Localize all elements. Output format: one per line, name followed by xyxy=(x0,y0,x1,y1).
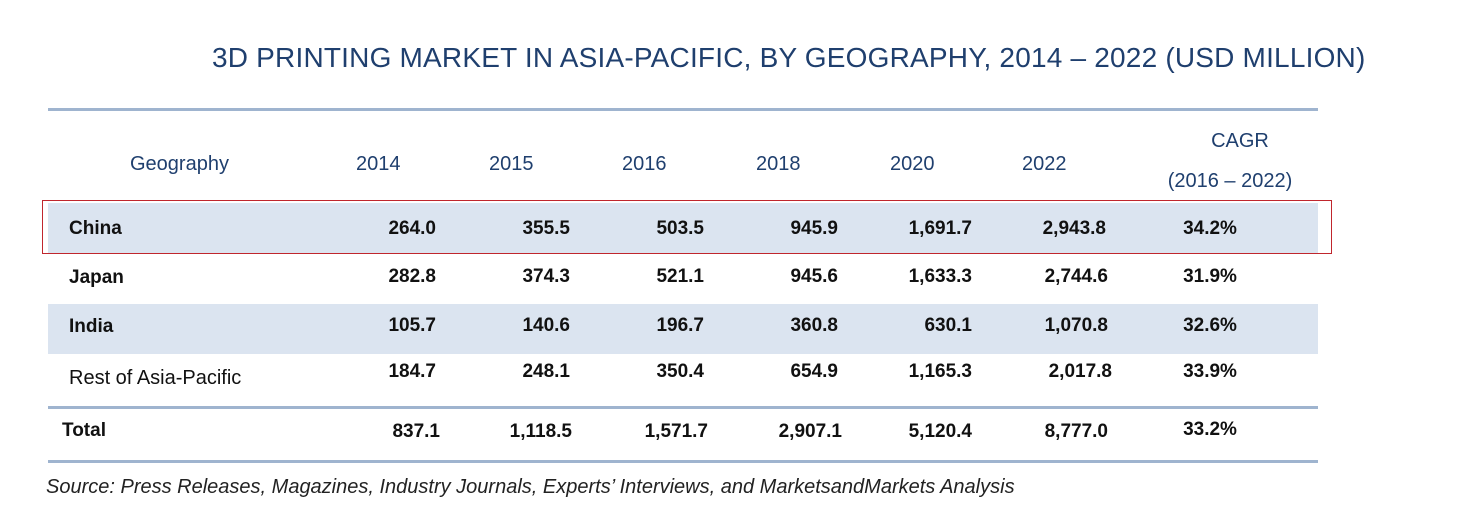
total-rule xyxy=(48,406,1318,409)
cell-india-2018: 360.8 xyxy=(790,315,838,336)
cell-rest-2014: 184.7 xyxy=(388,361,436,382)
cell-rest-2016: 350.4 xyxy=(656,361,704,382)
cell-japan-2014: 282.8 xyxy=(388,266,436,287)
cell-total-cagr: 33.2% xyxy=(1183,419,1237,440)
row-label-china: China xyxy=(69,218,122,239)
cell-india-2016: 196.7 xyxy=(656,315,704,336)
header-year-2016: 2016 xyxy=(622,153,667,175)
cell-total-2014: 837.1 xyxy=(392,421,440,442)
cell-china-cagr: 34.2% xyxy=(1183,218,1237,239)
table-title: 3D PRINTING MARKET IN ASIA-PACIFIC, BY G… xyxy=(212,42,1366,73)
china-highlight-box xyxy=(42,200,1332,254)
cell-total-2020: 5,120.4 xyxy=(908,421,972,442)
cell-china-2018: 945.9 xyxy=(790,218,838,239)
cell-rest-2022: 2,017.8 xyxy=(1048,361,1112,382)
cell-total-2018: 2,907.1 xyxy=(778,421,842,442)
cell-india-2015: 140.6 xyxy=(522,315,570,336)
header-year-2015: 2015 xyxy=(489,153,534,175)
cell-india-2014: 105.7 xyxy=(388,315,436,336)
cell-china-2015: 355.5 xyxy=(522,218,570,239)
cell-japan-2020: 1,633.3 xyxy=(908,266,972,287)
row-shade-india xyxy=(48,304,1318,354)
source-note: Source: Press Releases, Magazines, Indus… xyxy=(46,476,1015,498)
header-year-2018: 2018 xyxy=(756,153,801,175)
row-label-india: India xyxy=(69,316,114,337)
cell-china-2016: 503.5 xyxy=(656,218,704,239)
cell-china-2022: 2,943.8 xyxy=(1042,218,1106,239)
row-label-japan: Japan xyxy=(69,267,124,288)
cell-china-2014: 264.0 xyxy=(388,218,436,239)
cell-japan-2015: 374.3 xyxy=(522,266,570,287)
top-rule xyxy=(48,108,1318,111)
cell-total-2015: 1,118.5 xyxy=(509,421,572,442)
cell-japan-2022: 2,744.6 xyxy=(1044,266,1108,287)
cell-japan-2018: 945.6 xyxy=(790,266,838,287)
row-label-total: Total xyxy=(62,420,106,441)
row-label-rest-of-asia-pacific: Rest of Asia-Pacific xyxy=(69,367,242,389)
header-year-2022: 2022 xyxy=(1022,153,1067,175)
cell-india-2022: 1,070.8 xyxy=(1044,315,1108,336)
cell-rest-cagr: 33.9% xyxy=(1183,361,1237,382)
cell-total-2016: 1,571.7 xyxy=(644,421,708,442)
cell-rest-2020: 1,165.3 xyxy=(908,361,972,382)
header-year-2014: 2014 xyxy=(356,153,401,175)
cell-india-cagr: 32.6% xyxy=(1183,315,1237,336)
header-year-2020: 2020 xyxy=(890,153,935,175)
row-shade-china xyxy=(48,203,1318,253)
cell-rest-2015: 248.1 xyxy=(522,361,570,382)
cell-china-2020: 1,691.7 xyxy=(908,218,972,239)
cell-japan-2016: 521.1 xyxy=(656,266,704,287)
cell-india-2020: 630.1 xyxy=(924,315,972,336)
cell-rest-2018: 654.9 xyxy=(790,361,838,382)
header-geography: Geography xyxy=(130,153,229,175)
cell-japan-cagr: 31.9% xyxy=(1183,266,1237,287)
header-cagr-period: (2016 – 2022) xyxy=(1167,170,1293,192)
cell-total-2022: 8,777.0 xyxy=(1044,421,1108,442)
bottom-rule xyxy=(48,460,1318,463)
header-cagr: CAGR xyxy=(1211,130,1269,152)
